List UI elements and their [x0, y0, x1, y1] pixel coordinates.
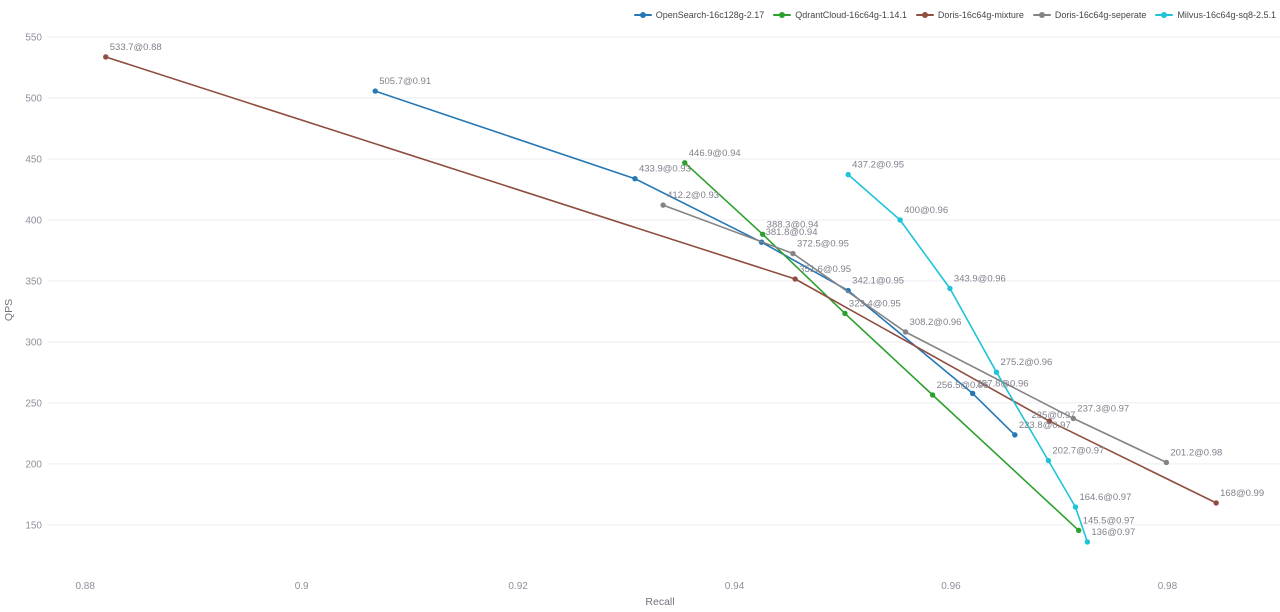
data-point[interactable]: [947, 285, 953, 292]
legend-label: Doris-16c64g-mixture: [937, 10, 1024, 20]
data-point[interactable]: [993, 369, 1000, 375]
data-point[interactable]: [682, 160, 688, 166]
data-point[interactable]: [1070, 415, 1076, 422]
data-point-label: 533.7@0.88: [110, 42, 162, 53]
data-point[interactable]: [632, 175, 638, 182]
data-point-label: 256.5@0.96: [937, 380, 989, 391]
data-point[interactable]: [1012, 432, 1018, 438]
data-point-label: 223.8@0.97: [1019, 420, 1071, 431]
chart-legend: OpenSearch-16c128g-2.17 QdrantCloud-16c64…: [633, 10, 1276, 20]
y-tick-label: 500: [25, 94, 42, 105]
data-point[interactable]: [792, 276, 798, 282]
data-point[interactable]: [929, 392, 936, 398]
data-point-label: 400@0.96: [904, 205, 948, 216]
data-point[interactable]: [1213, 500, 1219, 506]
y-tick-label: 150: [25, 520, 42, 531]
legend-label: Milvus-16c64g-sq8-2.5.1: [1177, 10, 1276, 20]
series-line-Doris-16c64g-seperate: [662, 204, 1168, 464]
data-point-label: 308.2@0.96: [910, 317, 962, 328]
legend-item-OpenSearch-16c128g-2.17[interactable]: OpenSearch-16c128g-2.17: [633, 10, 765, 20]
data-point[interactable]: [103, 54, 109, 60]
legend-marker-icon: [915, 12, 934, 19]
gridlines: [48, 36, 1280, 526]
data-point-label: 168@0.99: [1220, 488, 1264, 499]
series-line-QdrantCloud-16c64g-1.14.1: [683, 162, 1080, 532]
data-point[interactable]: [1045, 457, 1052, 464]
data-point-label: 342.1@0.95: [852, 276, 904, 287]
data-point-label: 257.8@0.96: [977, 378, 1029, 389]
data-point-label: 145.5@0.97: [1083, 515, 1135, 526]
data-point-label: 412.2@0.93: [667, 190, 719, 201]
legend-marker-icon: [773, 12, 792, 19]
x-axis-tick-labels: 0.88 0.9 0.92 0.94 0.96 0.98: [75, 581, 1177, 592]
data-point[interactable]: [1076, 527, 1082, 534]
legend-marker-icon: [1032, 12, 1051, 19]
data-point-label: 446.9@0.94: [689, 148, 741, 159]
data-point-label: 351.6@0.95: [799, 264, 851, 275]
y-tick-label: 250: [25, 398, 42, 409]
data-point-label: 275.2@0.96: [1000, 357, 1052, 368]
data-point-label: 433.9@0.93: [639, 164, 691, 175]
x-tick-label: 0.94: [725, 581, 745, 592]
data-point[interactable]: [902, 329, 909, 335]
y-tick-label: 300: [25, 337, 42, 348]
series-line-OpenSearch-16c128g-2.17: [374, 90, 1016, 436]
legend-label: QdrantCloud-16c64g-1.14.1: [795, 10, 907, 20]
data-point-label: 164.6@0.97: [1079, 492, 1131, 503]
data-point[interactable]: [897, 217, 903, 223]
data-point[interactable]: [1163, 459, 1170, 466]
y-tick-label: 350: [25, 276, 42, 287]
y-tick-label: 400: [25, 216, 42, 227]
data-point-label: 235@0.97: [1031, 410, 1075, 421]
y-tick-label: 550: [25, 33, 42, 44]
legend-item-Doris-16c64g-seperate[interactable]: Doris-16c64g-seperate: [1032, 10, 1147, 20]
legend-label: Doris-16c64g-seperate: [1054, 10, 1147, 20]
data-point-label: 201.2@0.98: [1170, 447, 1222, 458]
legend-label: OpenSearch-16c128g-2.17: [655, 10, 765, 20]
legend-marker-icon: [633, 12, 652, 19]
series-line-Doris-16c64g-mixture: [105, 56, 1217, 504]
data-point[interactable]: [969, 390, 976, 397]
data-point-label: 237.3@0.97: [1077, 403, 1129, 414]
data-point-label: 388.3@0.94: [767, 219, 819, 230]
data-point[interactable]: [842, 310, 848, 317]
data-point-label: 323.4@0.95: [849, 298, 901, 309]
data-point-label: 372.5@0.95: [797, 239, 849, 250]
data-point-label: 202.7@0.97: [1052, 446, 1104, 457]
data-point-label: 505.7@0.91: [379, 76, 431, 87]
data-point[interactable]: [845, 171, 851, 178]
data-point[interactable]: [1072, 504, 1079, 510]
data-point[interactable]: [372, 88, 378, 94]
x-tick-label: 0.9: [295, 581, 309, 592]
x-tick-label: 0.96: [941, 581, 961, 592]
data-point[interactable]: [759, 231, 766, 237]
data-point[interactable]: [1084, 539, 1091, 545]
data-point-label: 381.8@0.94: [766, 227, 818, 238]
data-point[interactable]: [660, 202, 666, 208]
legend-item-QdrantCloud-16c64g-1.14.1[interactable]: QdrantCloud-16c64g-1.14.1: [773, 10, 907, 20]
legend-marker-icon: [1155, 12, 1174, 19]
data-point[interactable]: [1046, 418, 1053, 424]
x-tick-label: 0.92: [508, 581, 528, 592]
x-tick-label: 0.98: [1158, 581, 1178, 592]
legend-item-Milvus-16c64g-sq8-2.5.1[interactable]: Milvus-16c64g-sq8-2.5.1: [1155, 10, 1276, 20]
y-tick-label: 450: [25, 155, 42, 166]
data-point-label: 343.9@0.96: [954, 273, 1006, 284]
data-point-label: 136@0.97: [1091, 527, 1135, 538]
x-axis-title: Recall: [645, 596, 674, 608]
data-point-label: 437.2@0.95: [852, 160, 904, 171]
y-axis-tick-labels: 150 200 250 300 350 400 450 500 550: [25, 33, 42, 532]
x-tick-label: 0.88: [75, 581, 95, 592]
series-layer: [103, 54, 1219, 545]
y-tick-label: 200: [25, 459, 42, 470]
point-label-layer: 505.7@0.91 433.9@0.93 381.8@0.94 342.1@0.95…: [110, 42, 1264, 538]
y-axis-title: QPS: [3, 299, 15, 321]
legend-item-Doris-16c64g-mixture[interactable]: Doris-16c64g-mixture: [915, 10, 1024, 20]
data-point[interactable]: [790, 250, 796, 257]
